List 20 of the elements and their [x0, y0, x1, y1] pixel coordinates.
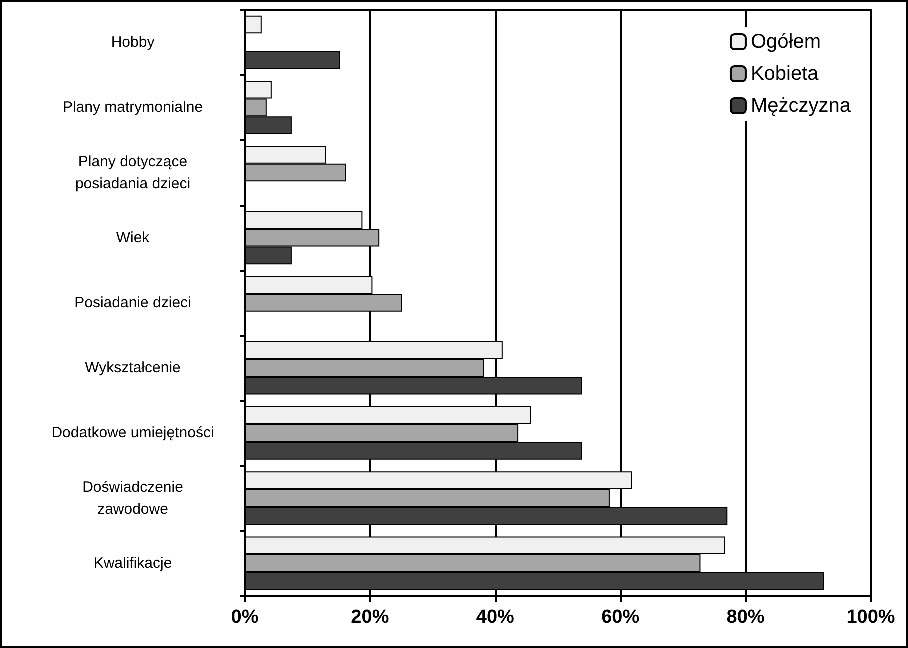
y-tick-label: Posiadanie dzieci: [74, 294, 192, 312]
legend-label: Kobieta: [750, 63, 820, 85]
y-tick-label: Doświadczenie zawodowe: [82, 478, 184, 518]
y-tick-label: Kwalifikacje: [94, 554, 172, 572]
y-tick-label: Dodatkowe umiejętności: [52, 424, 214, 442]
x-tick-label: 80%: [726, 607, 765, 628]
bar: [245, 51, 340, 70]
y-tick-label: Wykształcenie: [85, 360, 181, 377]
legend-label: Mężczyzna: [750, 95, 852, 117]
x-tick-label: 100%: [846, 607, 896, 628]
legend-label: Ogółem: [750, 31, 821, 53]
x-tick-label: 60%: [602, 607, 640, 628]
y-tick-label: Plany matrymonialne: [62, 99, 204, 116]
y-tick-label: Wiek: [116, 229, 150, 246]
y-tick-label: Plany dotyczące posiadania dzieci: [75, 153, 191, 192]
bar: [245, 16, 262, 34]
x-tick-label: 0%: [231, 607, 259, 628]
y-tick-label: Hobby: [111, 34, 156, 52]
x-tick-label: 40%: [476, 607, 515, 628]
x-tick-label: 20%: [351, 607, 390, 628]
